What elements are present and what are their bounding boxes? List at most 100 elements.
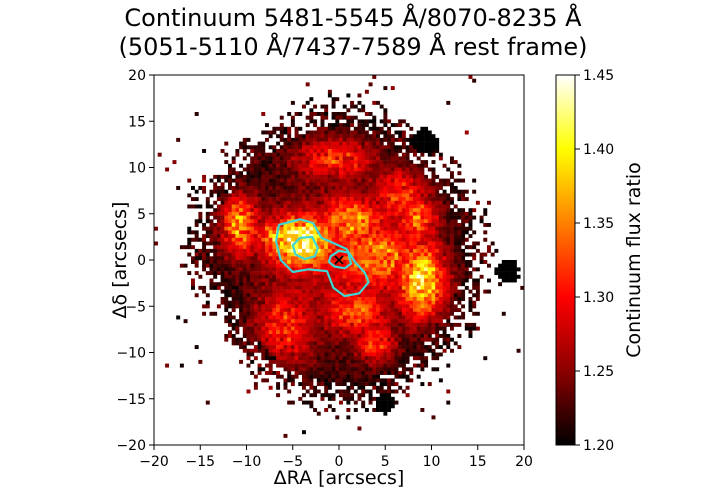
- flux-pixel: [431, 289, 436, 294]
- flux-pixel: [390, 145, 395, 150]
- flux-pixel: [424, 308, 429, 313]
- flux-pixel: [379, 352, 384, 357]
- flux-pixel: [272, 245, 277, 250]
- flux-pixel: [346, 234, 351, 239]
- flux-pixel: [261, 319, 266, 324]
- flux-pixel: [350, 315, 355, 320]
- flux-pixel: [302, 311, 306, 316]
- flux-pixel: [394, 400, 399, 405]
- flux-pixel: [383, 252, 388, 257]
- flux-pixel: [357, 304, 362, 309]
- flux-pixel: [376, 371, 380, 375]
- flux-pixel: [268, 326, 273, 331]
- flux-pixel: [398, 160, 403, 165]
- flux-pixel: [316, 112, 321, 116]
- flux-pixel: [313, 245, 318, 250]
- flux-pixel: [472, 311, 477, 316]
- flux-pixel: [191, 204, 195, 209]
- flux-pixel: [246, 230, 251, 235]
- flux-pixel: [228, 304, 232, 309]
- flux-pixel: [376, 345, 380, 350]
- flux-pixel: [346, 367, 351, 372]
- flux-pixel: [405, 160, 410, 165]
- flux-pixel: [298, 256, 303, 261]
- flux-pixel: [438, 345, 443, 350]
- flux-pixel: [368, 223, 373, 227]
- flux-pixel: [450, 182, 454, 187]
- flux-pixel: [335, 174, 340, 179]
- flux-pixel: [324, 230, 329, 235]
- flux-pixel: [379, 260, 384, 264]
- flux-pixel: [442, 248, 447, 253]
- flux-pixel: [339, 378, 343, 383]
- flux-pixel: [427, 241, 432, 246]
- flux-pixel: [235, 278, 240, 283]
- flux-pixel: [361, 378, 366, 383]
- flux-pixel: [283, 156, 288, 161]
- flux-pixel: [327, 289, 332, 294]
- flux-pixel: [272, 371, 277, 375]
- flux-pixel: [290, 315, 295, 320]
- flux-pixel: [298, 278, 303, 283]
- flux-pixel: [287, 141, 292, 146]
- flux-pixel: [261, 274, 266, 279]
- flux-pixel: [357, 326, 362, 331]
- flux-pixel: [420, 174, 425, 179]
- flux-pixel: [394, 137, 399, 142]
- flux-pixel: [379, 334, 384, 338]
- flux-pixel: [276, 186, 281, 190]
- flux-pixel: [283, 256, 288, 261]
- flux-pixel: [509, 271, 514, 276]
- flux-pixel: [387, 134, 392, 139]
- flux-pixel: [261, 182, 266, 187]
- flux-pixel: [379, 315, 384, 320]
- flux-pixel: [483, 230, 488, 235]
- flux-pixel: [283, 193, 288, 198]
- flux-pixel: [316, 359, 321, 364]
- flux-pixel: [298, 341, 303, 346]
- flux-pixel: [346, 415, 351, 420]
- flux-pixel: [342, 112, 347, 116]
- flux-pixel: [368, 234, 373, 239]
- flux-pixel: [191, 186, 195, 190]
- flux-pixel: [339, 156, 343, 161]
- flux-pixel: [324, 408, 329, 412]
- flux-pixel: [276, 308, 281, 313]
- flux-pixel: [394, 311, 399, 316]
- flux-pixel: [320, 237, 325, 242]
- flux-pixel: [213, 311, 218, 316]
- flux-pixel: [305, 208, 310, 213]
- flux-pixel: [453, 237, 458, 242]
- flux-pixel: [294, 145, 299, 150]
- flux-pixel: [290, 241, 295, 246]
- flux-pixel: [339, 197, 343, 202]
- flux-pixel: [346, 237, 351, 242]
- flux-pixel: [409, 241, 414, 246]
- flux-pixel: [368, 308, 373, 313]
- flux-pixel: [231, 274, 236, 279]
- flux-pixel: [242, 330, 247, 335]
- flux-pixel: [376, 160, 380, 165]
- flux-pixel: [420, 337, 425, 342]
- flux-pixel: [342, 289, 347, 294]
- flux-pixel: [379, 104, 384, 109]
- flux-pixel: [446, 278, 451, 283]
- y-tick-label: −5: [125, 299, 146, 315]
- flux-pixel: [427, 297, 432, 301]
- flux-pixel: [287, 152, 292, 157]
- flux-pixel: [302, 304, 306, 309]
- flux-pixel: [427, 256, 432, 261]
- flux-pixel: [379, 393, 384, 398]
- flux-pixel: [335, 156, 340, 161]
- flux-pixel: [283, 385, 288, 390]
- flux-pixel: [246, 278, 251, 283]
- flux-pixel: [235, 330, 240, 335]
- flux-pixel: [279, 149, 284, 153]
- flux-pixel: [339, 252, 343, 257]
- flux-pixel: [272, 178, 277, 183]
- flux-pixel: [364, 382, 369, 387]
- flux-pixel: [413, 315, 417, 320]
- flux-pixel: [376, 163, 380, 168]
- flux-pixel: [272, 267, 277, 272]
- flux-pixel: [239, 208, 244, 213]
